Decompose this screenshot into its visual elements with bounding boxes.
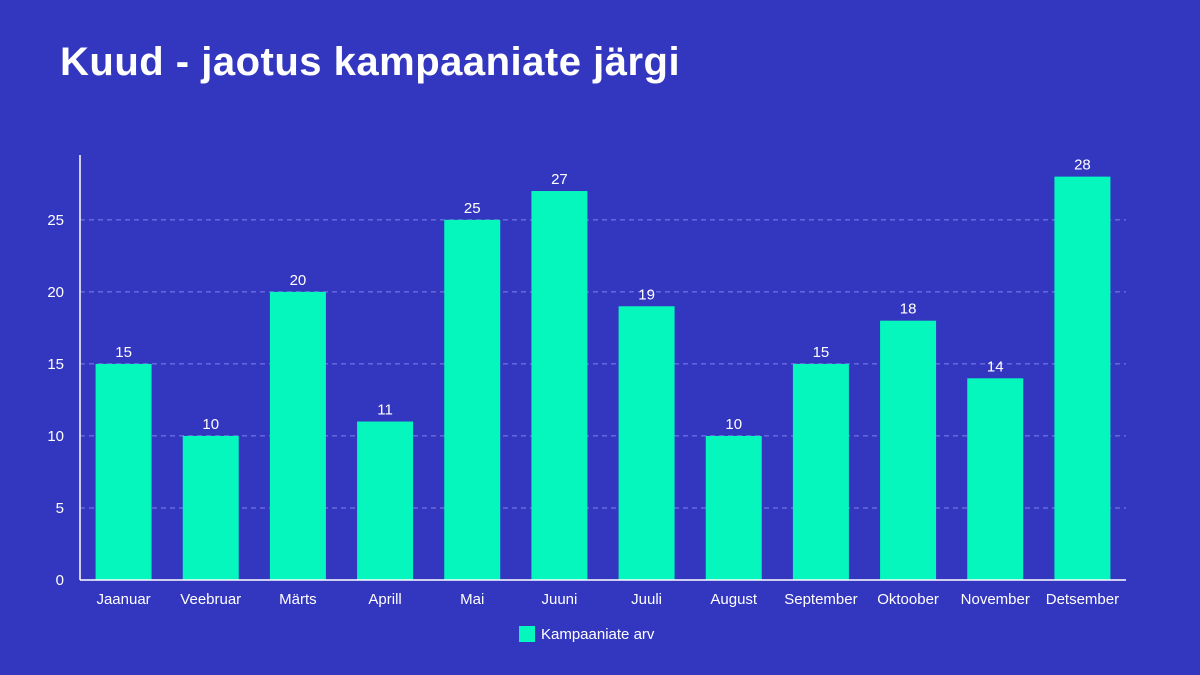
x-category-label: August bbox=[710, 591, 758, 608]
y-tick-label: 25 bbox=[47, 212, 64, 229]
x-category-label: Mai bbox=[460, 591, 484, 608]
bar bbox=[182, 435, 239, 580]
legend-swatch bbox=[519, 626, 535, 642]
bar-value-label: 20 bbox=[290, 272, 307, 289]
bar bbox=[1054, 176, 1111, 580]
axes bbox=[79, 155, 1126, 581]
bar-value-label: 10 bbox=[202, 416, 219, 433]
bar-value-label: 14 bbox=[987, 358, 1004, 375]
x-category-label: November bbox=[961, 591, 1030, 608]
bar-value-label: 25 bbox=[464, 200, 481, 217]
bar bbox=[618, 306, 675, 580]
legend-label: Kampaaniate arv bbox=[541, 626, 655, 643]
y-tick-label: 5 bbox=[56, 500, 64, 517]
bar bbox=[705, 435, 762, 580]
x-category-label: Juuli bbox=[631, 591, 662, 608]
bar-value-label: 28 bbox=[1074, 157, 1091, 174]
bar-value-label: 10 bbox=[725, 416, 742, 433]
x-category-label: Juuni bbox=[541, 591, 577, 608]
y-tick-label: 15 bbox=[47, 356, 64, 373]
bar-value-label: 18 bbox=[900, 301, 917, 318]
y-tick-label: 0 bbox=[56, 572, 64, 589]
x-category-label: September bbox=[784, 591, 857, 608]
bar-value-label: 15 bbox=[115, 344, 132, 361]
bar-value-label: 27 bbox=[551, 171, 568, 188]
bar bbox=[95, 363, 152, 580]
x-category-label: Jaanuar bbox=[96, 591, 150, 608]
bar-value-label: 11 bbox=[377, 402, 393, 419]
gridlines bbox=[80, 219, 1126, 509]
x-category-label: Märts bbox=[279, 591, 317, 608]
bar bbox=[444, 219, 501, 580]
legend: Kampaaniate arv bbox=[519, 626, 655, 643]
bar bbox=[792, 363, 849, 580]
x-category-label: Detsember bbox=[1046, 591, 1119, 608]
x-category-label: Oktoober bbox=[877, 591, 939, 608]
chart-title: Kuud - jaotus kampaaniate järgi bbox=[60, 40, 681, 84]
bar-value-label: 15 bbox=[813, 344, 830, 361]
bar-value-label: 19 bbox=[638, 286, 655, 303]
y-tick-label: 20 bbox=[47, 284, 64, 301]
x-category-label: Aprill bbox=[368, 591, 401, 608]
bar bbox=[880, 320, 937, 580]
bar bbox=[357, 421, 414, 580]
bar bbox=[967, 378, 1024, 580]
bars bbox=[95, 176, 1111, 580]
x-category-label: Veebruar bbox=[180, 591, 241, 608]
y-tick-label: 10 bbox=[47, 428, 64, 445]
bar bbox=[531, 191, 588, 580]
bar bbox=[269, 291, 326, 580]
labels: 0 5 10 15 20 25 15 Jaanuar 10 Veebruar 20 Märts 11 Ap… bbox=[47, 157, 1119, 608]
